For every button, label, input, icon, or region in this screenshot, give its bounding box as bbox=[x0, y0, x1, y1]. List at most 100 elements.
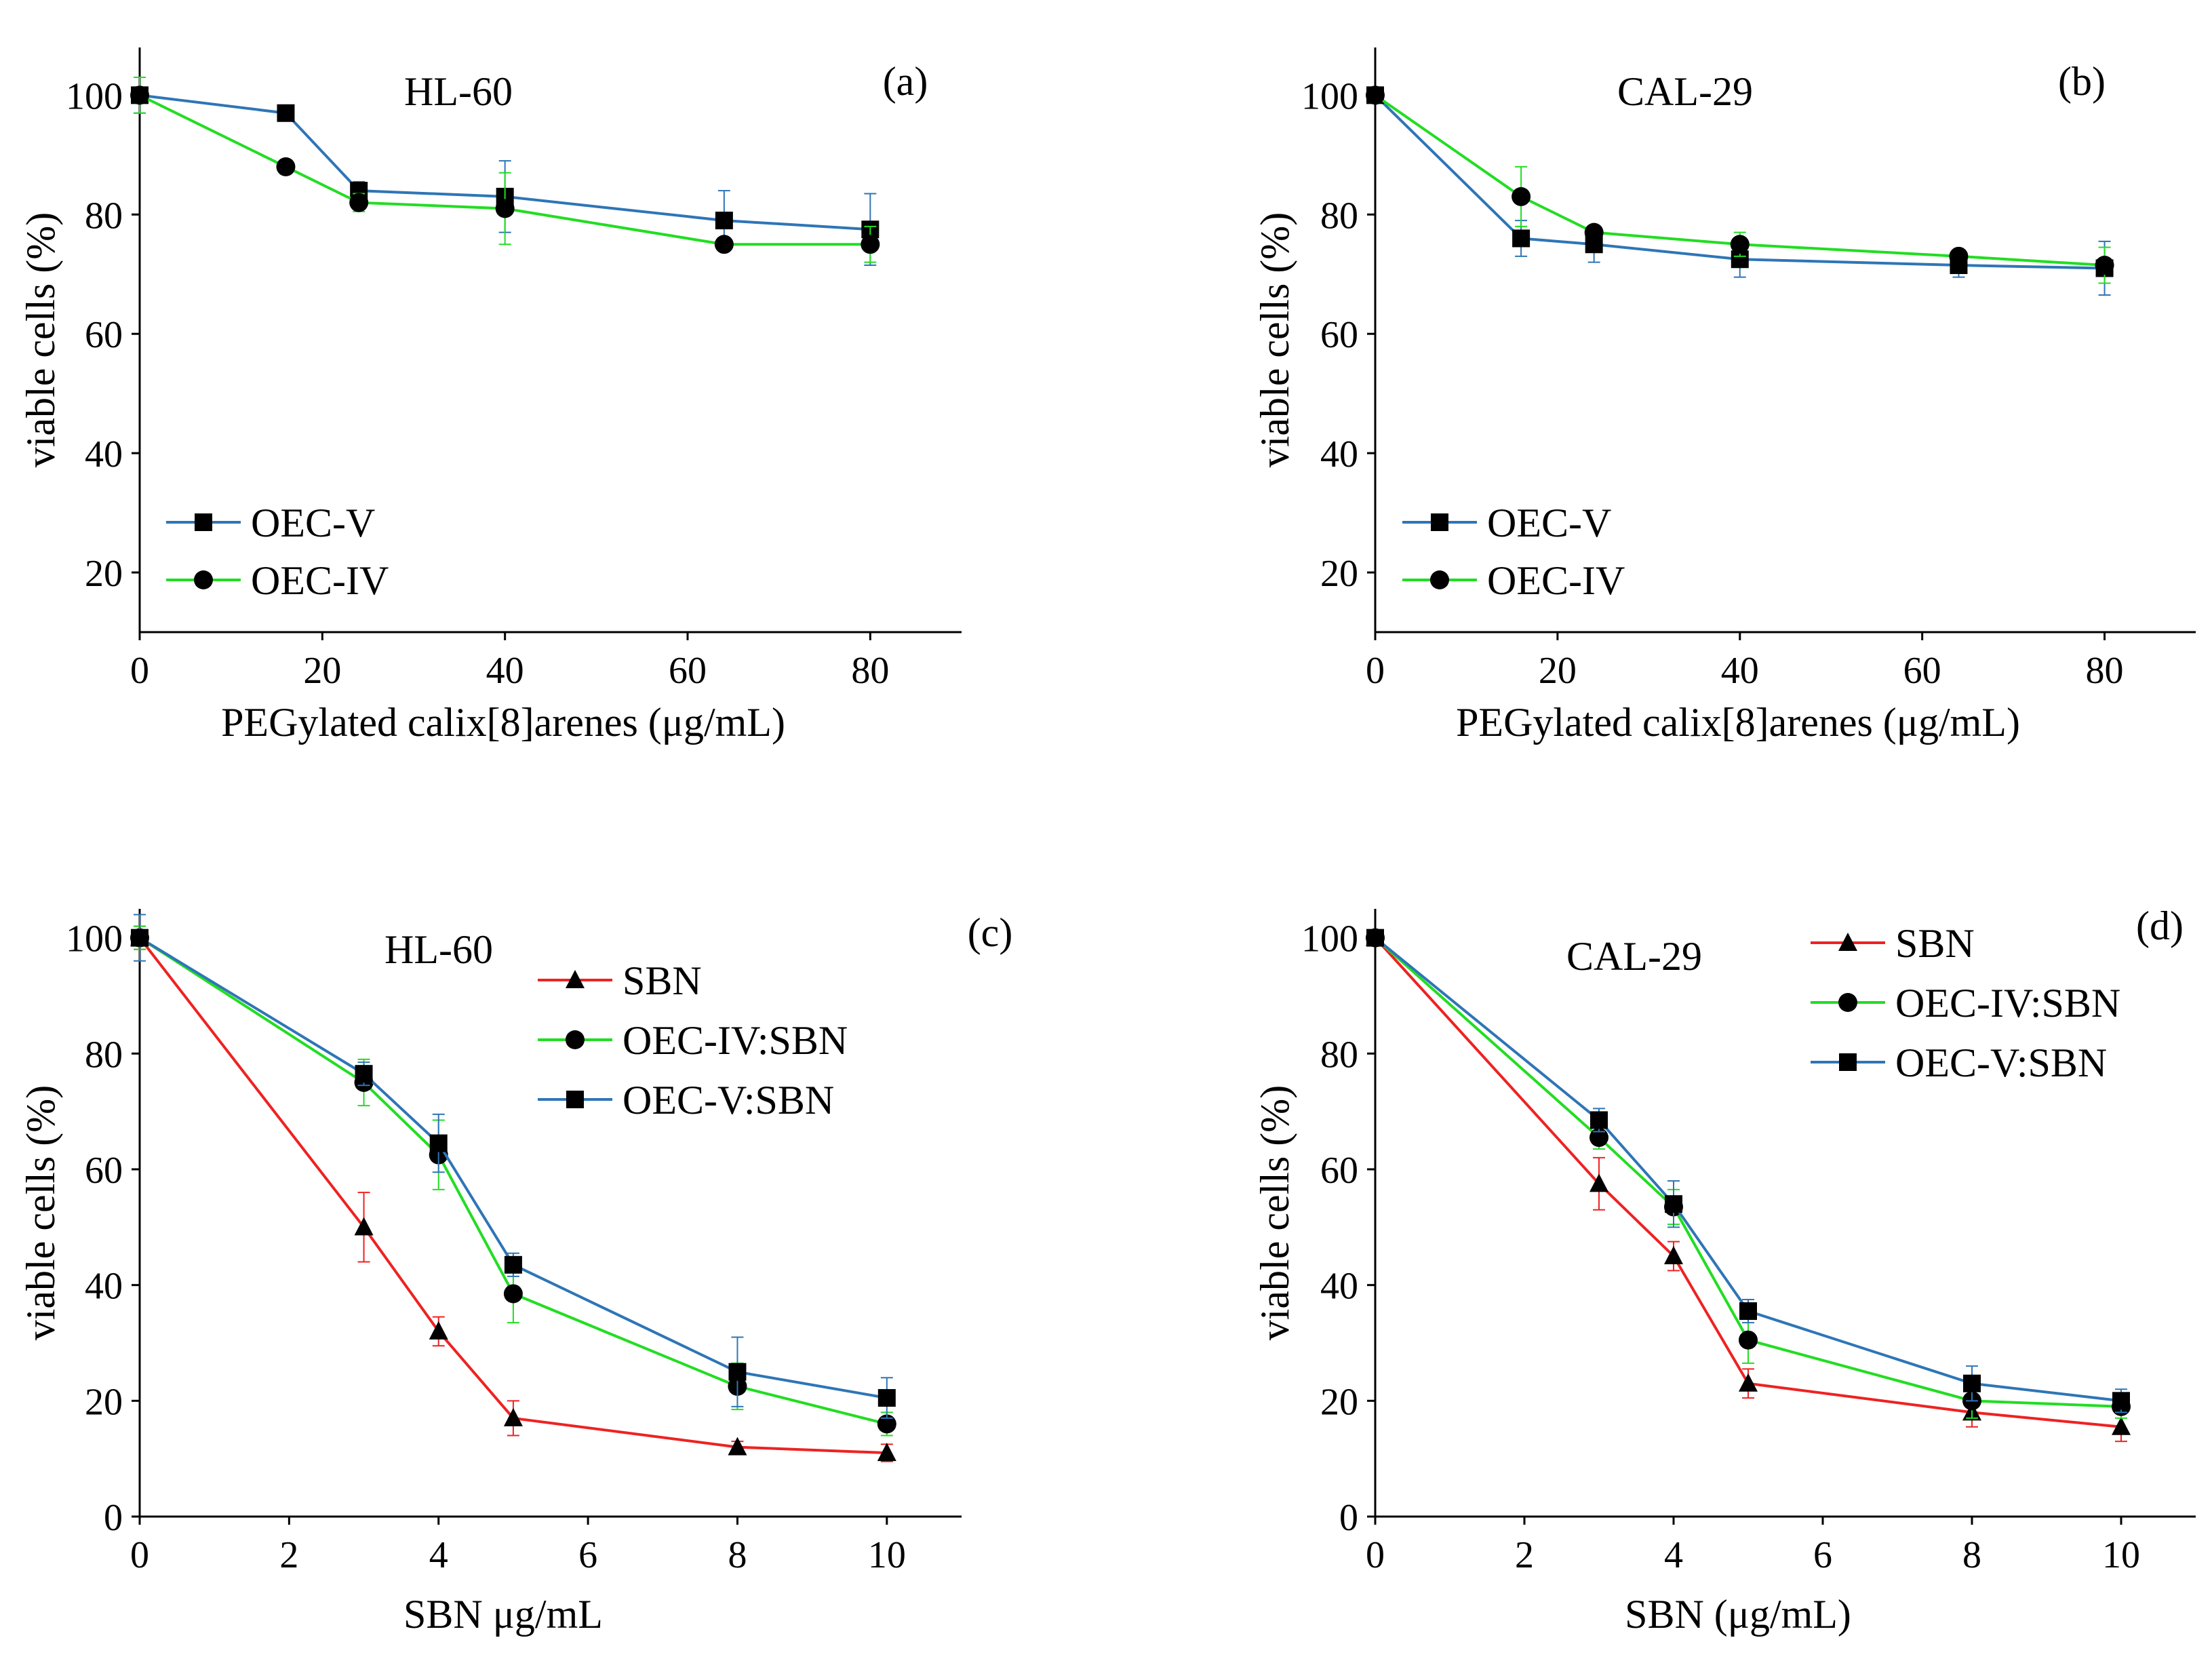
data-point bbox=[1739, 1330, 1758, 1350]
y-tick-label: 60 bbox=[85, 314, 123, 356]
x-axis-label: SBN μg/mL bbox=[403, 1592, 603, 1637]
chart-title: CAL-29 bbox=[1566, 934, 1702, 979]
legend-entry: OEC-IV bbox=[166, 558, 389, 603]
y-tick-label: 80 bbox=[1320, 195, 1358, 237]
data-point bbox=[276, 157, 296, 176]
series-line bbox=[139, 94, 871, 231]
y-tick-label: 20 bbox=[85, 553, 123, 595]
series-oec-v-sbn bbox=[1366, 929, 2130, 1413]
x-tick-label: 6 bbox=[1813, 1534, 1832, 1576]
x-tick-label: 8 bbox=[1962, 1534, 1981, 1576]
series-line bbox=[1374, 94, 2105, 267]
y-tick-label: 60 bbox=[1320, 1150, 1358, 1192]
legend-entry: OEC-V:SBN bbox=[538, 1078, 834, 1123]
legend-label: OEC-IV:SBN bbox=[1895, 981, 2120, 1026]
x-tick-label: 0 bbox=[130, 650, 149, 692]
x-tick-label: 20 bbox=[1539, 650, 1577, 692]
y-tick-label: 40 bbox=[85, 433, 123, 475]
x-tick-label: 2 bbox=[279, 1534, 298, 1576]
series-line bbox=[1374, 937, 2122, 1403]
data-point bbox=[2095, 256, 2114, 275]
series-line bbox=[139, 94, 871, 246]
x-tick-label: 80 bbox=[2086, 650, 2124, 692]
legend-marker bbox=[1838, 993, 1857, 1012]
data-point bbox=[2112, 1416, 2131, 1435]
data-point bbox=[714, 235, 734, 254]
data-point bbox=[1589, 1128, 1608, 1148]
data-point bbox=[277, 104, 295, 122]
x-tick-label: 0 bbox=[1366, 1534, 1385, 1576]
chart-panel-b: 0 20 40 60 80 20 40 60 80 100 PEGylated calix[8]ar… bbox=[1252, 47, 2196, 745]
data-point bbox=[1590, 1111, 1608, 1129]
y-tick-label: 80 bbox=[85, 195, 123, 237]
chart-title: CAL-29 bbox=[1617, 69, 1753, 114]
legend-label: OEC-V:SBN bbox=[623, 1078, 834, 1123]
series-oec-iv bbox=[1366, 85, 2114, 284]
legend-entry: SBN bbox=[1811, 921, 1975, 966]
panel-letter: (c) bbox=[968, 910, 1013, 955]
y-axis-label: viable cells (%) bbox=[18, 212, 63, 468]
panel-letter: (b) bbox=[2058, 59, 2106, 104]
data-point bbox=[1584, 222, 1604, 242]
y-tick-label: 100 bbox=[66, 918, 123, 960]
y-tick-label: 80 bbox=[85, 1034, 123, 1076]
legend-label: SBN bbox=[1895, 921, 1975, 966]
y-tick-label: 60 bbox=[1320, 314, 1358, 356]
data-point bbox=[349, 193, 369, 212]
legend-entry: OEC-IV:SBN bbox=[538, 1018, 848, 1063]
legend-marker bbox=[566, 1030, 585, 1049]
data-point bbox=[877, 1414, 896, 1434]
data-point bbox=[429, 1134, 448, 1152]
series-oec-iv bbox=[130, 76, 880, 263]
y-tick-label: 100 bbox=[66, 75, 123, 117]
x-tick-label: 20 bbox=[303, 650, 341, 692]
legend-label: OEC-V bbox=[1487, 501, 1611, 545]
y-tick-label: 0 bbox=[1339, 1497, 1358, 1539]
series-oec-v-sbn bbox=[131, 914, 896, 1419]
chart-title: HL-60 bbox=[404, 69, 513, 114]
y-tick-label: 100 bbox=[1301, 918, 1358, 960]
x-tick-label: 8 bbox=[728, 1534, 747, 1576]
data-point bbox=[429, 1321, 448, 1340]
y-axis-label: viable cells (%) bbox=[18, 1085, 63, 1341]
series-line bbox=[1374, 937, 2122, 1428]
data-point bbox=[1739, 1373, 1758, 1392]
data-point bbox=[1512, 229, 1530, 248]
x-axis-label: PEGylated calix[8]arenes (μg/mL) bbox=[221, 700, 785, 745]
legend-label: OEC-IV:SBN bbox=[623, 1018, 848, 1063]
x-tick-label: 2 bbox=[1515, 1534, 1534, 1576]
panel-letter: (a) bbox=[883, 59, 928, 104]
x-tick-label: 40 bbox=[1721, 650, 1759, 692]
series-line bbox=[138, 936, 888, 1426]
data-point bbox=[728, 1363, 747, 1381]
legend-entry: OEC-V:SBN bbox=[1811, 1040, 2107, 1085]
data-point bbox=[130, 85, 149, 105]
x-tick-label: 10 bbox=[2102, 1534, 2140, 1576]
data-point bbox=[715, 212, 733, 230]
legend-marker bbox=[566, 970, 585, 988]
series-line bbox=[138, 937, 887, 1455]
chart-panel-a: 0 20 40 60 80 20 40 60 80 100 PEGylated calix[8]ar… bbox=[18, 47, 962, 745]
legend-marker bbox=[1839, 1053, 1857, 1071]
data-point bbox=[1739, 1302, 1757, 1321]
y-tick-label: 20 bbox=[1320, 1381, 1358, 1423]
chart-title: HL-60 bbox=[384, 927, 493, 972]
y-tick-label: 20 bbox=[85, 1381, 123, 1423]
data-point bbox=[728, 1437, 747, 1456]
y-axis-label: viable cells (%) bbox=[1252, 1085, 1297, 1341]
data-point bbox=[861, 235, 880, 254]
legend-marker bbox=[1430, 570, 1449, 589]
y-tick-label: 80 bbox=[1320, 1034, 1358, 1076]
panel-letter: (d) bbox=[2136, 903, 2184, 948]
legend-marker bbox=[194, 570, 213, 589]
data-point bbox=[1366, 85, 1385, 105]
y-tick-label: 40 bbox=[1320, 1266, 1358, 1308]
y-axis-label: viable cells (%) bbox=[1252, 212, 1297, 468]
legend-marker bbox=[566, 1091, 584, 1108]
legend-label: OEC-IV bbox=[1487, 558, 1625, 603]
y-tick-label: 40 bbox=[85, 1266, 123, 1308]
